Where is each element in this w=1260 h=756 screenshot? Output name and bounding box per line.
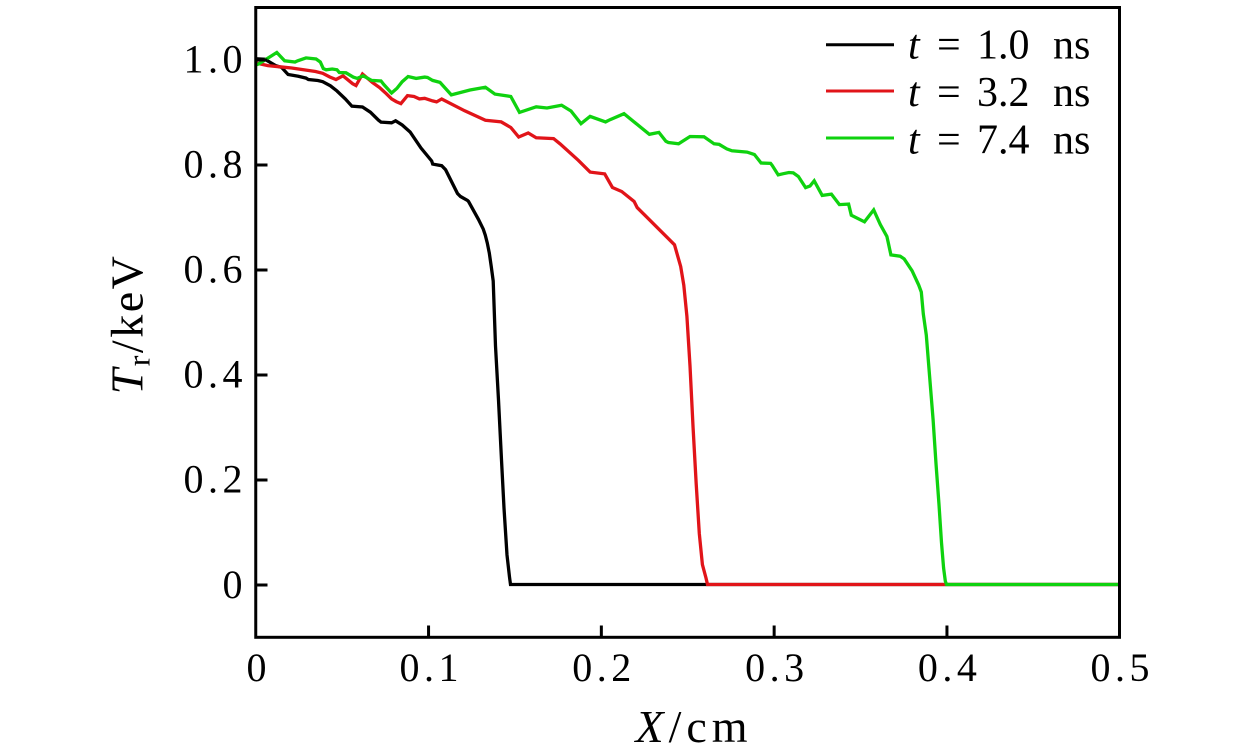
- svg-text:0.4: 0.4: [184, 352, 243, 397]
- svg-text:0: 0: [223, 562, 243, 607]
- svg-text:0.2: 0.2: [184, 457, 243, 502]
- svg-text:0.6: 0.6: [184, 247, 243, 292]
- svg-text:0: 0: [247, 645, 267, 690]
- svg-text:0.1: 0.1: [400, 645, 459, 690]
- svg-text:t=3.2ns: t = 3.2 ns: [908, 70, 1090, 116]
- svg-text:1.0: 1.0: [184, 37, 243, 82]
- svg-text:X/cm: X/cm: [633, 701, 752, 752]
- svg-text:0.2: 0.2: [572, 645, 631, 690]
- svg-text:0.5: 0.5: [1091, 645, 1150, 690]
- svg-text:t=1.0ns: t = 1.0 ns: [908, 23, 1090, 69]
- svg-text:0.3: 0.3: [745, 645, 804, 690]
- svg-text:0.8: 0.8: [184, 142, 243, 187]
- svg-text:Tr/keV: Tr/keV: [102, 254, 157, 395]
- svg-text:0.4: 0.4: [918, 645, 977, 690]
- svg-text:t=7.4ns: t = 7.4 ns: [908, 118, 1090, 164]
